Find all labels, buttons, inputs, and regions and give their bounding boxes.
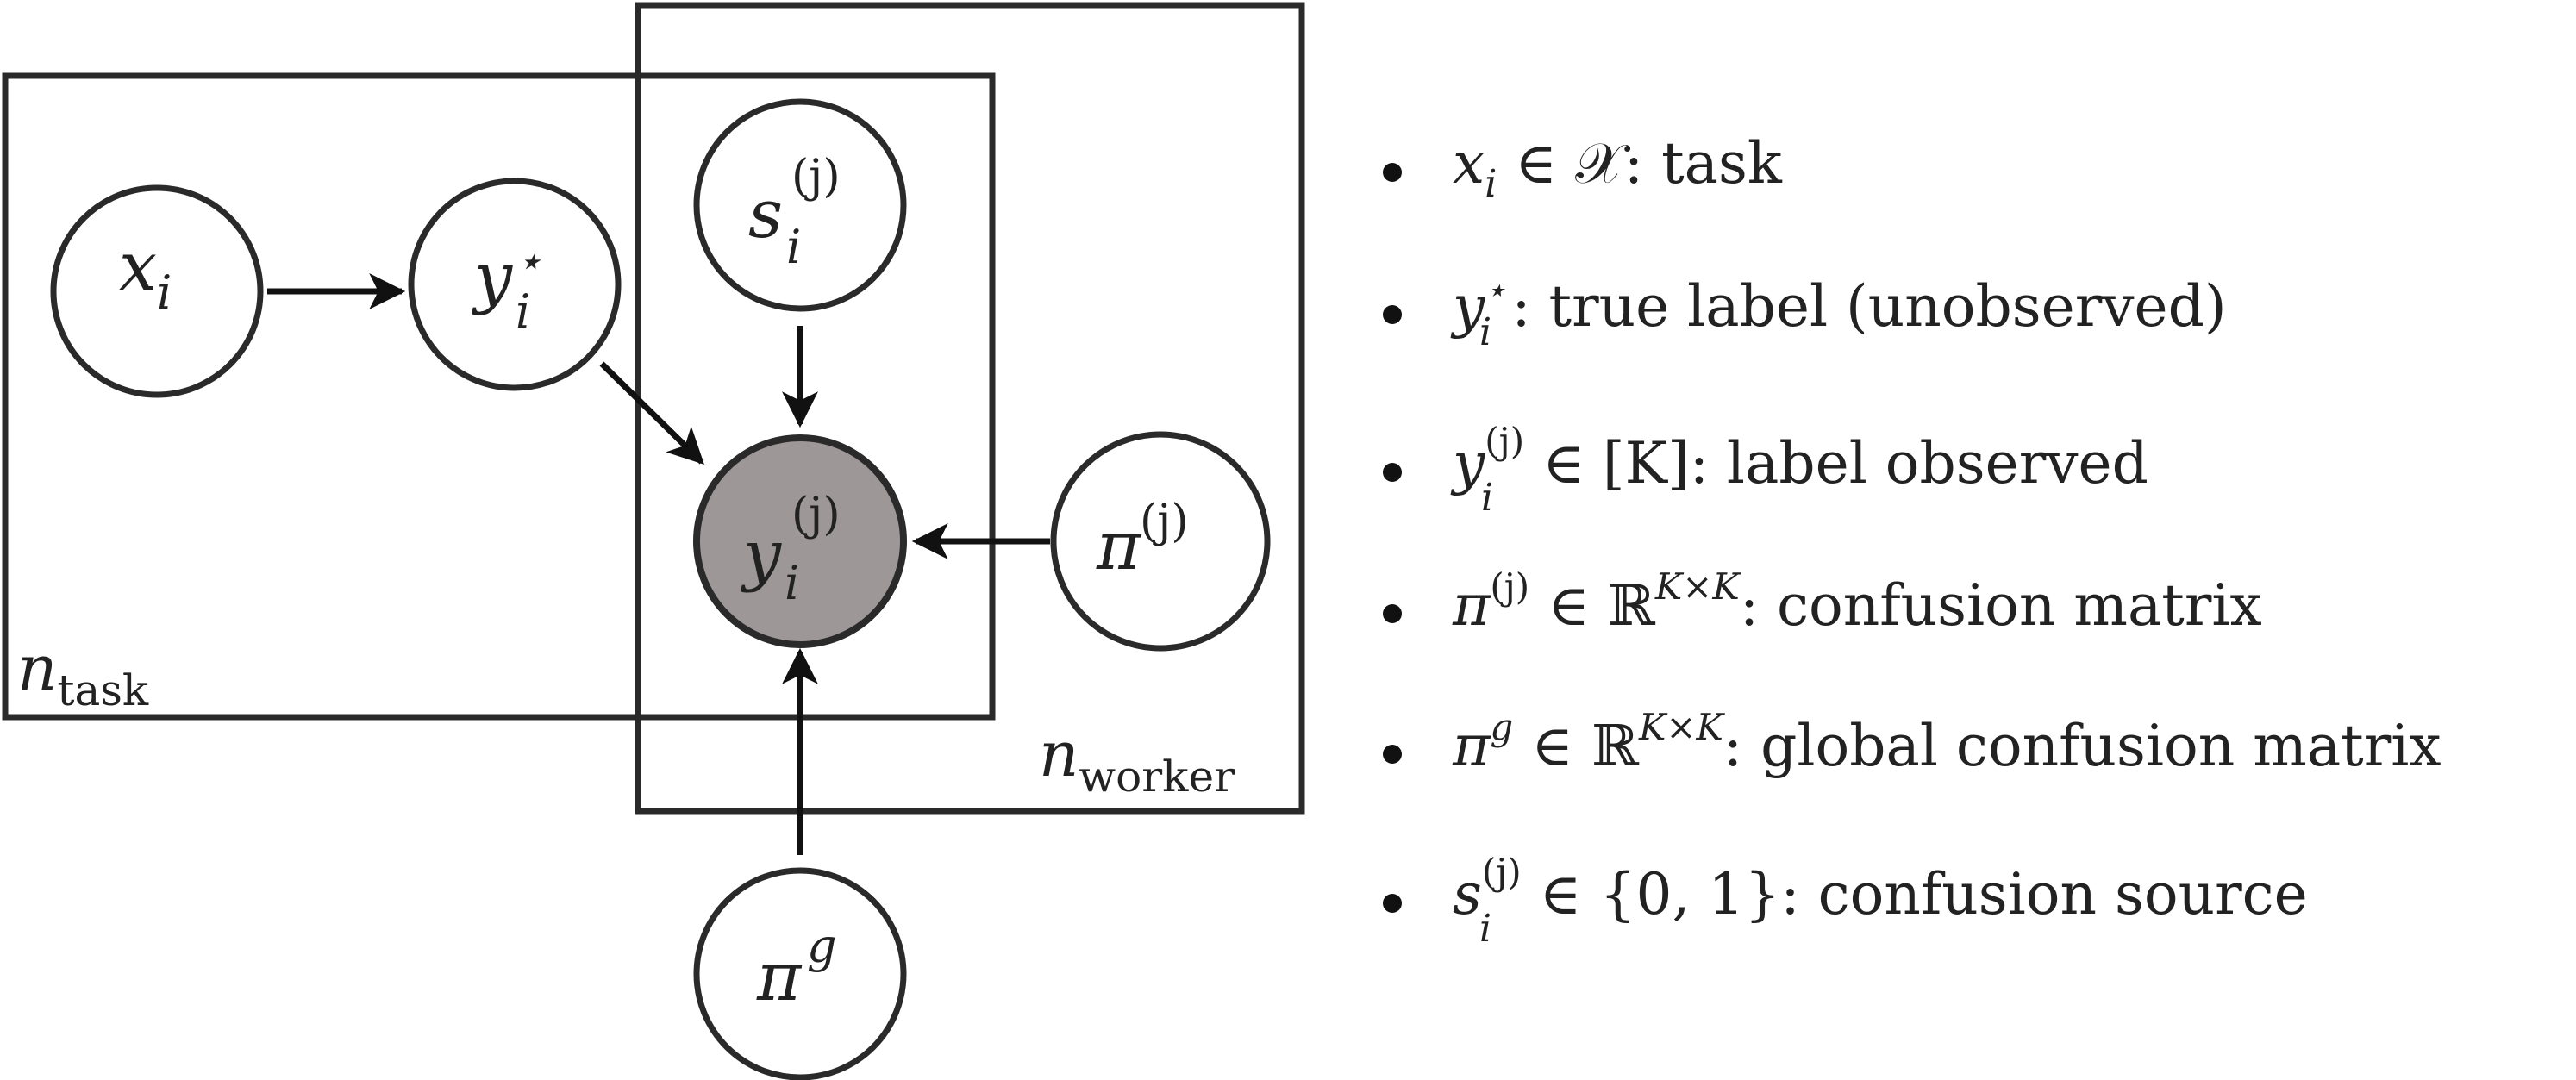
legend-relation: ∈ ℝ <box>1513 713 1640 779</box>
node-y-observed-base: y <box>741 516 782 594</box>
legend: xi ∈ 𝒳: task y⋆: true label (unobserved)… <box>1383 130 2442 951</box>
legend-item-text: s(j) ∈ {0, 1}: confusion source <box>1453 851 2308 927</box>
node-ystar: y ⋆ i <box>408 178 622 391</box>
node-pi-worker-sup: (j) <box>1140 496 1189 547</box>
legend-item-text: y(j) ∈ [K]: label observed <box>1450 420 2148 496</box>
legend-relation-sup: K×K <box>1638 706 1726 748</box>
legend-symbol: π <box>1452 572 1491 639</box>
node-pi-global-sup: g <box>807 919 837 973</box>
legend-relation: ∈ {0, 1} <box>1522 861 1781 927</box>
node-s-sup: (j) <box>791 151 841 203</box>
legend-symbol-sup: (j) <box>1482 851 1522 893</box>
node-ystar-base: y <box>472 239 513 316</box>
legend-item-text: π(j) ∈ ℝK×K: confusion matrix <box>1452 565 2262 639</box>
task-plate <box>2 72 996 721</box>
legend-symbol: s <box>1453 861 1482 927</box>
legend-item-text: xi ∈ 𝒳: task <box>1453 130 1783 206</box>
node-s-label: s <box>748 176 783 253</box>
legend-symbol: y <box>1450 273 1485 340</box>
legend-description: : true label (unobserved) <box>1511 273 2226 340</box>
node-x-base: x <box>119 228 157 306</box>
worker-plate-label-base: n <box>1039 718 1079 790</box>
legend-bullet <box>1383 745 1402 764</box>
node-pi-global-label: π <box>756 939 803 1016</box>
legend-symbol: x <box>1453 130 1485 197</box>
node-pi-worker-base: π <box>1096 508 1142 585</box>
legend-item: y(j) ∈ [K]: label observed i <box>1383 420 2148 520</box>
worker-plate-label-sub: worker <box>1079 752 1235 802</box>
legend-symbol-sub: i <box>1479 310 1491 354</box>
legend-bullet <box>1383 894 1402 913</box>
legend-relation: ∈ [K] <box>1524 430 1690 496</box>
node-ystar-label: y <box>472 239 513 316</box>
legend-item-text: πg ∈ ℝK×K: global confusion matrix <box>1452 706 2442 779</box>
legend-description: : label observed <box>1690 430 2148 496</box>
legend-symbol-sub: i <box>1481 476 1493 520</box>
legend-symbol: y <box>1450 430 1485 496</box>
legend-symbol-sub: i <box>1485 162 1497 206</box>
node-x-sub: i <box>157 265 172 320</box>
legend-symbol-sup: (j) <box>1485 420 1524 462</box>
node-y-observed-sub: i <box>785 556 799 610</box>
legend-bullet <box>1383 163 1402 182</box>
node-s-base: s <box>748 176 783 253</box>
node-pi-worker-label: π <box>1096 508 1142 585</box>
node-ystar-sub: i <box>516 284 530 339</box>
legend-description: : task <box>1624 130 1783 197</box>
legend-item: xi ∈ 𝒳: task <box>1383 130 1783 206</box>
legend-relation-sup: K×K <box>1654 565 1742 608</box>
node-y-observed-label: y <box>741 516 782 594</box>
node-pi-worker: π (j) <box>1050 431 1271 652</box>
edge-ystar-to-yobs <box>599 361 704 465</box>
legend-bullet <box>1383 604 1402 623</box>
legend-relation: ∈ 𝒳 <box>1497 130 1630 197</box>
legend-symbol-sup: g <box>1490 706 1513 748</box>
legend-description: : global confusion matrix <box>1723 713 2442 779</box>
node-s-sub: i <box>786 220 801 274</box>
legend-bullet <box>1383 463 1402 482</box>
legend-item: s(j) ∈ {0, 1}: confusion source i <box>1383 851 2308 951</box>
node-y-observed-sup: (j) <box>791 489 841 540</box>
legend-description: : confusion source <box>1780 861 2307 927</box>
legend-symbol-sup: ⋆ <box>1485 271 1506 310</box>
node-pi-global: π g <box>693 867 907 1080</box>
node-x: xi <box>50 184 264 398</box>
legend-relation: ∈ ℝ <box>1529 572 1656 639</box>
node-pi-global-base: π <box>756 939 803 1016</box>
legend-bullet <box>1383 305 1402 324</box>
legend-item-text: y⋆: true label (unobserved) <box>1450 271 2227 340</box>
task-plate-label-base: n <box>17 632 57 704</box>
node-x-label: xi <box>119 228 172 320</box>
node-s: s (j) i <box>693 98 907 312</box>
worker-plate-label: nworker <box>1039 718 1235 802</box>
legend-symbol: π <box>1452 713 1491 779</box>
task-plate-label: ntask <box>17 632 149 715</box>
legend-symbol-sub: i <box>1479 907 1491 951</box>
legend-symbol-sup: (j) <box>1490 565 1529 608</box>
legend-description: : confusion matrix <box>1740 572 2262 639</box>
legend-item: πg ∈ ℝK×K: global confusion matrix <box>1383 706 2442 779</box>
worker-plate <box>635 2 1305 815</box>
task-plate-label-sub: task <box>57 665 149 715</box>
node-ystar-sup: ⋆ <box>516 236 542 286</box>
legend-item: y⋆: true label (unobserved) i <box>1383 271 2227 354</box>
node-y-observed: y (j) i <box>693 434 907 648</box>
legend-item: π(j) ∈ ℝK×K: confusion matrix <box>1383 565 2262 639</box>
